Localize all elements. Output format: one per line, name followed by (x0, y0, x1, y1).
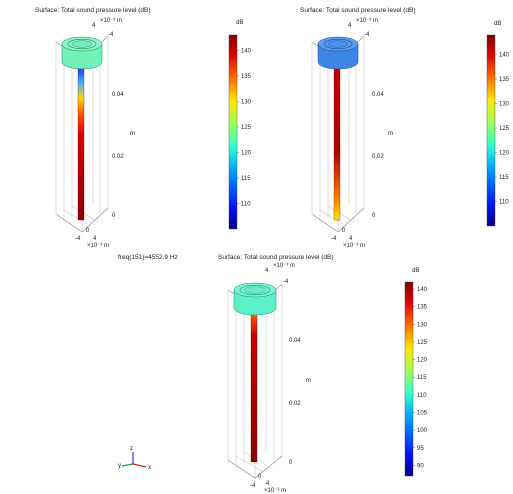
z-tick-label: 0.02 (289, 401, 301, 407)
z-tick-label: 0.02 (112, 154, 124, 160)
tick-label: -4 (108, 32, 114, 38)
colorbar-tick-label: 130 (241, 99, 252, 105)
tick-label: -4 (250, 483, 256, 489)
colorbar-tick-label: 115 (499, 175, 509, 181)
plot-title: Surface: Total sound pressure level (dB) (35, 7, 151, 14)
axis-unit-label: ×10⁻³ m (356, 18, 378, 24)
colorbar-ticks: 140 135 130 125 120 115 110 (495, 53, 510, 206)
axis-triad: y z x (118, 446, 151, 471)
colorbar: dB 140 135 130 125 120 115 110 (486, 21, 510, 227)
tick-label: 4 (92, 23, 96, 29)
colorbar-tick-label: 120 (499, 151, 510, 157)
axis-unit-label: m (130, 131, 135, 137)
colorbar-tick-label: 125 (499, 126, 510, 132)
plot-2: Surface: Total sound pressure level (dB)… (300, 7, 510, 249)
axis-unit-label: ×10⁻³ m (343, 243, 365, 249)
z-tick-label: 0 (112, 213, 116, 219)
colorbar-tick-label: 95 (417, 446, 424, 452)
colorbar-tick-label: 130 (499, 102, 510, 108)
tick-label: 0 (342, 228, 346, 234)
colorbar-tick-label: 110 (499, 200, 509, 206)
colorbar-tick-label: 125 (417, 340, 428, 346)
colorbar-tick-label: 120 (241, 150, 252, 156)
axis-unit-label: ×10⁻³ m (87, 243, 109, 249)
colorbar-tick-label: 140 (499, 53, 510, 59)
colorbar-unit: dB (494, 21, 501, 27)
tick-label: -4 (283, 279, 289, 285)
colorbar-tick-label: 110 (417, 393, 427, 399)
axis-unit-label: ×10⁻³ m (264, 488, 286, 494)
colorbar-tick-label: 120 (417, 358, 428, 364)
tick-label: 0 (258, 474, 262, 480)
colorbar-tick-label: 140 (417, 287, 428, 293)
colorbar-tick-label: 130 (417, 322, 428, 328)
tick-label: 4 (93, 236, 97, 242)
colorbar-tick-label: 135 (241, 74, 252, 80)
colorbar-tick-label: 115 (417, 375, 427, 381)
z-tick-label: 0.04 (112, 92, 124, 98)
tick-label: 0 (86, 228, 90, 234)
tick-label: -4 (331, 236, 337, 242)
device-model (233, 282, 277, 463)
colorbar-unit: dB (236, 20, 243, 26)
colorbar-tick-label: 125 (241, 125, 252, 131)
axis-unit-label: ×10⁻³ m (273, 263, 295, 269)
colorbar-tick-label: 105 (417, 411, 428, 417)
colorbar-unit: dB (412, 268, 419, 274)
plot-title: Surface: Total sound pressure level (dB) (218, 254, 334, 261)
z-tick-label: 0.02 (372, 154, 384, 160)
colorbar-tick-label: 90 (417, 463, 424, 469)
triad-y-label: y (118, 463, 121, 469)
colorbar-tick-label: 135 (499, 77, 510, 83)
colorbar-tick-label: 110 (241, 201, 251, 207)
tick-label: 4 (266, 481, 270, 487)
z-tick-label: 0 (289, 460, 293, 466)
tick-label: -4 (75, 236, 81, 242)
device-model (61, 36, 103, 221)
z-tick-label: 0.04 (289, 338, 301, 344)
tick-label: 4 (265, 268, 269, 274)
x-axis-arrow (132, 463, 147, 468)
colorbar-tick-label: 140 (241, 48, 252, 54)
colorbar-ticks: 140 135 130 125 120 115 110 105 100 95 90 (413, 287, 428, 469)
colorbar-tick-label: 115 (241, 176, 251, 182)
triad-x-label: x (148, 465, 151, 471)
colorbar: dB 140 135 130 125 120 115 110 105 100 95 90 (404, 268, 428, 477)
z-tick-label: 0 (372, 213, 376, 219)
y-axis-arrow (121, 463, 134, 467)
axis-unit-label: ×10⁻³ m (100, 18, 122, 24)
plot-title: Surface: Total sound pressure level (dB) (300, 7, 416, 14)
colorbar-ticks: 140 135 130 125 120 115 110 (237, 48, 252, 207)
tick-label: 4 (349, 236, 353, 242)
axis-unit-label: m (388, 131, 393, 137)
tick-label: 4 (348, 23, 352, 29)
colorbar: dB 140 135 130 125 120 115 110 (228, 20, 252, 230)
tick-label: -4 (364, 32, 370, 38)
z-tick-label: 0.04 (372, 92, 384, 98)
colorbar-tick-label: 135 (417, 305, 428, 311)
plot-3: freq(151)=4552.9 Hz Surface: Total sound… (118, 254, 428, 494)
freq-label: freq(151)=4552.9 Hz (118, 254, 178, 261)
device-model (317, 36, 359, 221)
plot-1: Surface: Total sound pressure level (dB)… (35, 7, 252, 249)
triad-z-label: z (130, 446, 133, 452)
colorbar-tick-label: 100 (417, 428, 428, 434)
axis-unit-label: m (306, 378, 311, 384)
